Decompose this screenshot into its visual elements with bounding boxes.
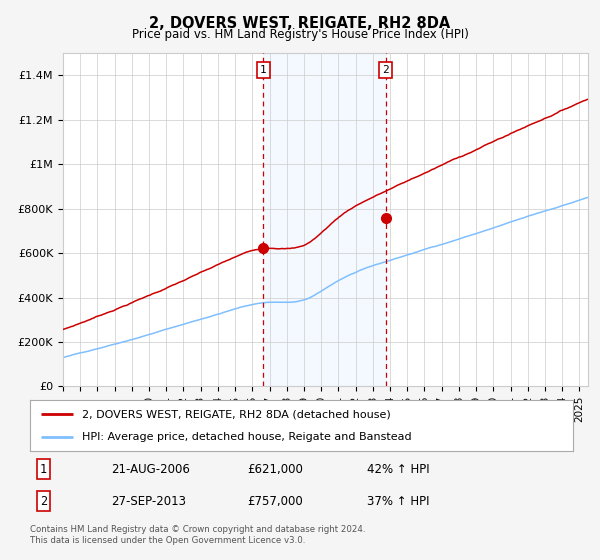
- Text: 1: 1: [40, 463, 47, 475]
- Text: 37% ↑ HPI: 37% ↑ HPI: [367, 494, 429, 508]
- Text: Contains HM Land Registry data © Crown copyright and database right 2024.
This d: Contains HM Land Registry data © Crown c…: [30, 525, 365, 545]
- Text: Price paid vs. HM Land Registry's House Price Index (HPI): Price paid vs. HM Land Registry's House …: [131, 28, 469, 41]
- Text: £757,000: £757,000: [247, 494, 303, 508]
- Text: HPI: Average price, detached house, Reigate and Banstead: HPI: Average price, detached house, Reig…: [82, 432, 411, 442]
- Text: 2, DOVERS WEST, REIGATE, RH2 8DA (detached house): 2, DOVERS WEST, REIGATE, RH2 8DA (detach…: [82, 409, 391, 419]
- Text: 1: 1: [260, 65, 267, 75]
- Text: 21-AUG-2006: 21-AUG-2006: [112, 463, 190, 475]
- Text: 2: 2: [382, 65, 389, 75]
- Bar: [263, 53, 386, 386]
- Text: 27-SEP-2013: 27-SEP-2013: [112, 494, 187, 508]
- Text: £621,000: £621,000: [247, 463, 303, 475]
- Text: 42% ↑ HPI: 42% ↑ HPI: [367, 463, 429, 475]
- Text: 2: 2: [40, 494, 47, 508]
- Text: 2, DOVERS WEST, REIGATE, RH2 8DA: 2, DOVERS WEST, REIGATE, RH2 8DA: [149, 16, 451, 31]
